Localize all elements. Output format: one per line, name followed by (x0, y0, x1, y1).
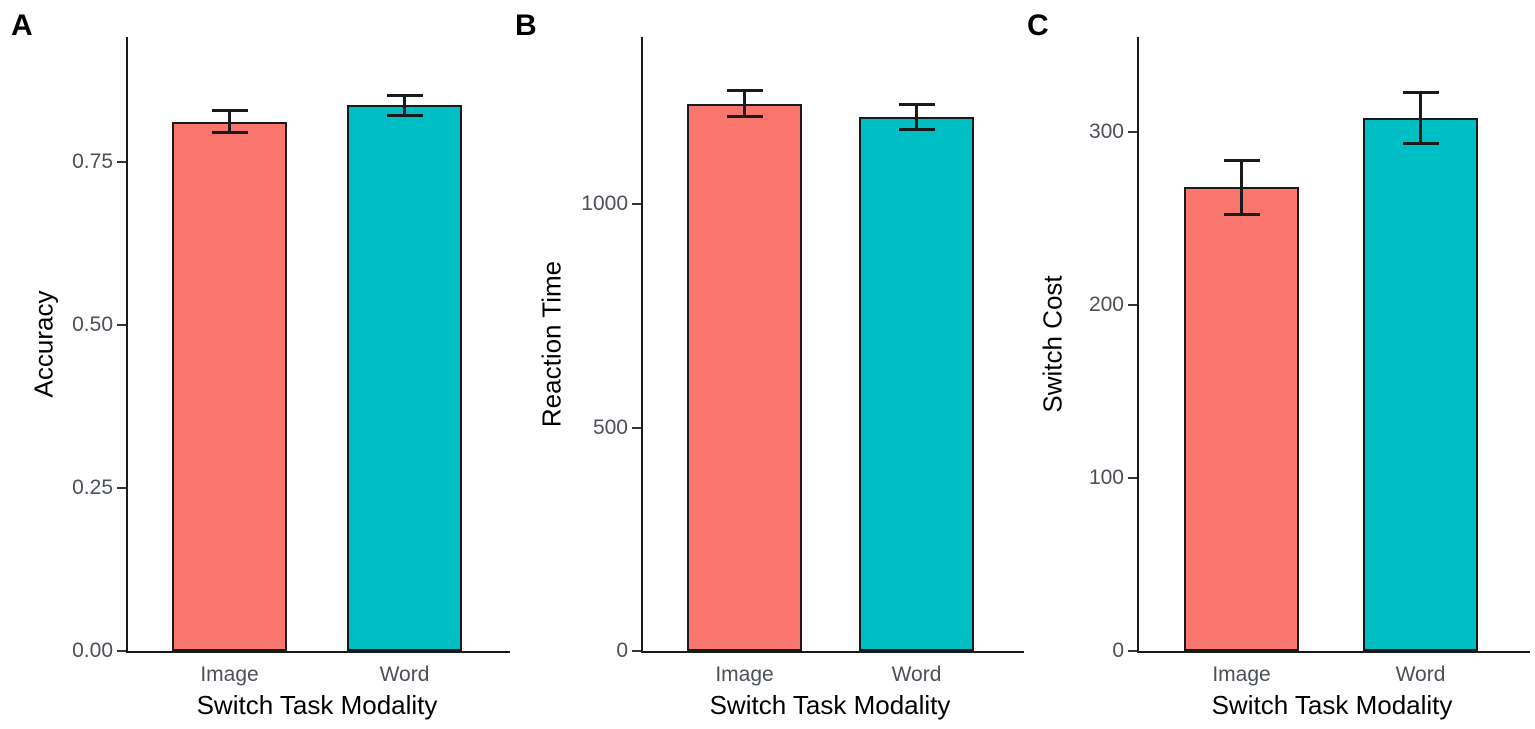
panel-c-x-axis-title: Switch Task Modality (1211, 690, 1453, 720)
error-bar-line-c (1418, 92, 1422, 144)
error-bar-bottom-cap-a (211, 131, 248, 134)
axis-lines-c (1137, 37, 1530, 653)
y-tick-label-b: 500 (592, 416, 628, 439)
x-tick-label-a: Image (200, 663, 259, 686)
y-tick-a (117, 324, 126, 326)
y-tick-b (632, 427, 641, 429)
x-tick-label-b: Image (715, 663, 774, 686)
y-tick-label-b: 0 (616, 639, 628, 662)
y-tick-a (117, 487, 126, 489)
y-tick-c (1128, 477, 1137, 479)
bar-image-a (172, 122, 287, 651)
error-bar-top-cap-b (898, 103, 935, 106)
panel-b-y-axis-title: Reaction Time (536, 260, 567, 428)
panel-a-letter: A (11, 9, 33, 42)
x-tick-label-c: Image (1212, 663, 1271, 686)
error-bar-line-c (1239, 160, 1243, 215)
y-tick-label-a: 0.50 (72, 313, 113, 336)
y-tick-label-a: 0.00 (72, 639, 113, 662)
error-bar-line-b (742, 90, 746, 117)
y-tick-c (1128, 650, 1137, 652)
y-tick-c (1128, 304, 1137, 306)
error-bar-top-cap-b (726, 89, 763, 92)
axis-lines-a (126, 37, 510, 653)
error-bar-line-a (227, 110, 231, 133)
bar-word-c (1363, 118, 1478, 651)
y-tick-label-a: 0.25 (72, 476, 113, 499)
y-tick-label-c: 200 (1088, 293, 1124, 316)
y-tick-b (632, 203, 641, 205)
error-bar-line-a (402, 95, 406, 116)
error-bar-top-cap-a (386, 94, 423, 97)
panel-a-y-axis-title: Accuracy (28, 290, 59, 398)
bar-image-c (1184, 187, 1299, 651)
bar-word-b (859, 117, 974, 651)
error-bar-bottom-cap-b (726, 115, 763, 118)
error-bar-top-cap-c (1223, 159, 1260, 162)
bar-word-a (347, 105, 462, 651)
error-bar-top-cap-a (211, 109, 248, 112)
y-tick-label-c: 100 (1088, 466, 1124, 489)
error-bar-top-cap-c (1402, 91, 1439, 94)
error-bar-bottom-cap-c (1223, 213, 1260, 216)
error-bar-bottom-cap-b (898, 128, 935, 131)
x-tick-label-c: Word (1395, 663, 1446, 686)
panel-a-x-axis-title: Switch Task Modality (196, 690, 438, 720)
y-tick-label-c: 300 (1088, 120, 1124, 143)
x-tick-label-b: Word (891, 663, 942, 686)
panel-c-letter: C (1027, 9, 1049, 42)
panel-c-y-axis-title: Switch Cost (1037, 275, 1068, 413)
error-bar-bottom-cap-a (386, 114, 423, 117)
y-tick-label-b: 1000 (581, 192, 628, 215)
x-tick-label-a: Word (379, 663, 430, 686)
panel-b-letter: B (515, 9, 537, 42)
y-tick-c (1128, 131, 1137, 133)
y-tick-label-c: 0 (1112, 639, 1124, 662)
y-tick-label-a: 0.75 (72, 150, 113, 173)
y-tick-a (117, 650, 126, 652)
axis-lines-b (641, 37, 1024, 653)
bar-image-b (687, 104, 802, 651)
error-bar-bottom-cap-c (1402, 142, 1439, 145)
error-bar-line-b (914, 104, 918, 130)
panel-b-x-axis-title: Switch Task Modality (709, 690, 951, 720)
y-tick-a (117, 161, 126, 163)
y-tick-b (632, 650, 641, 652)
